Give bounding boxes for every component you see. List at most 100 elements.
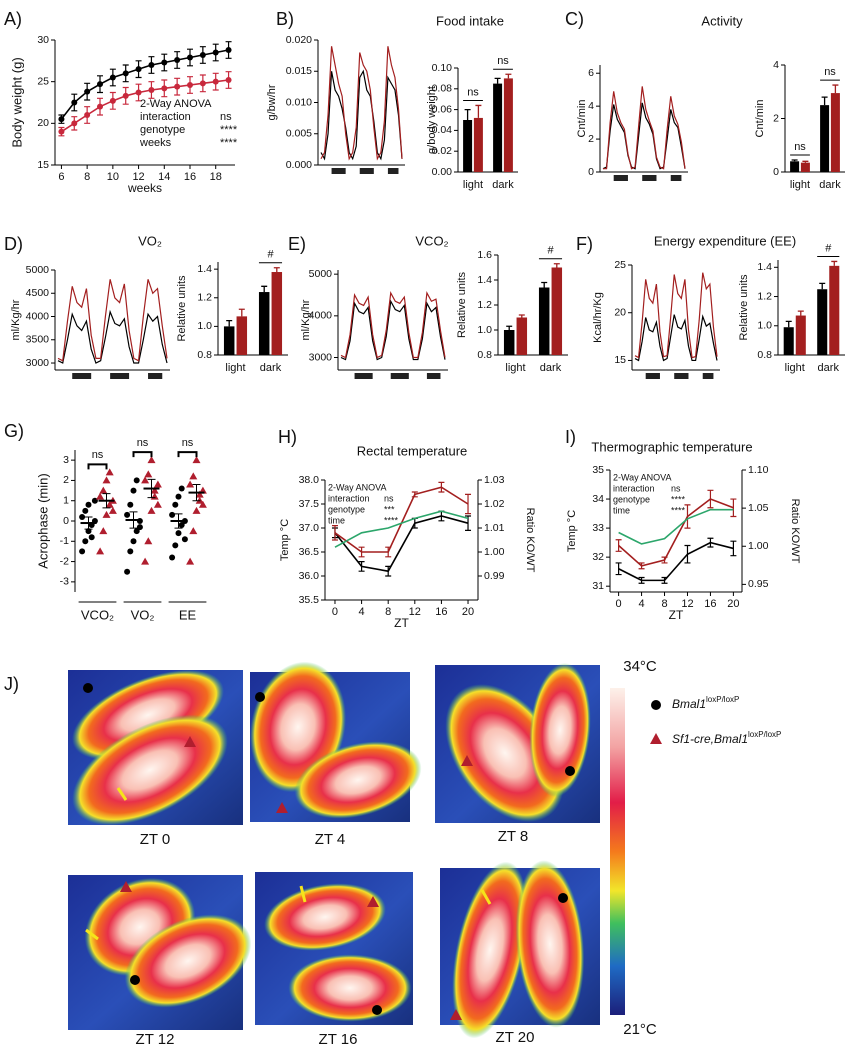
y-axis-label: Body weight (g) xyxy=(9,57,24,147)
marker xyxy=(135,66,142,73)
x-tick-label: light xyxy=(225,362,245,374)
marker xyxy=(105,500,114,508)
marker xyxy=(172,501,179,508)
thermal-image: ZT 4 xyxy=(249,661,422,848)
y-tick-label: 0.005 xyxy=(286,128,312,140)
wt-marker xyxy=(558,893,568,903)
dark-phase xyxy=(148,373,163,379)
y-tick-label: 1.0 xyxy=(477,324,492,336)
y-tick-label: -1 xyxy=(60,535,69,547)
stats-value: **** xyxy=(671,494,686,504)
bar xyxy=(236,316,248,355)
marker xyxy=(174,83,181,90)
significance-label: ns xyxy=(467,86,479,98)
y-tick-label: 1.2 xyxy=(477,299,492,311)
stats-term: weeks xyxy=(139,137,172,149)
error-bar xyxy=(147,478,156,499)
dark-phase xyxy=(670,175,682,181)
y-tick-label: 2 xyxy=(63,474,69,486)
mouse xyxy=(529,663,591,797)
marker xyxy=(174,57,181,63)
panel-label: J) xyxy=(4,674,19,694)
chart: G) -3 -2 -1 0 1 2 3 Acrophase (min) VCO₂ VO₂ EE ns ns… xyxy=(4,421,207,622)
chart-title: VCO₂ xyxy=(415,233,448,248)
y-tick-label: 1.0 xyxy=(197,320,212,332)
ko-marker xyxy=(120,881,132,892)
marker xyxy=(141,476,150,484)
image-label: ZT 0 xyxy=(140,831,171,848)
y-tick-label: 25 xyxy=(614,259,626,271)
series-line xyxy=(320,69,403,161)
y-tick-label: 0.020 xyxy=(286,34,312,46)
x-tick-label: 14 xyxy=(158,171,170,183)
wt-marker xyxy=(130,975,140,985)
error-bar xyxy=(730,540,737,557)
y-axis-label: Temp °C xyxy=(279,519,291,561)
error-bar xyxy=(615,539,622,552)
error-bar xyxy=(638,562,645,570)
error-bar xyxy=(707,537,714,548)
series-line xyxy=(57,279,168,362)
stats-title: 2-Way ANOVA xyxy=(613,472,672,482)
ko-marker xyxy=(450,1009,462,1020)
y-tick-label: 2 xyxy=(588,133,594,145)
marker xyxy=(198,500,207,508)
marker xyxy=(189,472,198,480)
bar xyxy=(830,93,840,172)
y-tick-label: 0.8 xyxy=(757,349,772,361)
chart: C) Activity 0 2 4 6 Cnt/min xyxy=(565,9,743,181)
x-tick-label: 18 xyxy=(210,171,222,183)
x-tick-label: 8 xyxy=(661,598,667,610)
series-line xyxy=(334,515,469,573)
y-axis-label: Cnt/min xyxy=(754,100,766,138)
error-bar xyxy=(84,516,93,530)
chart: F) Energy expenditure (EE) 15 20 25 Kcal/hr/K… xyxy=(576,233,796,379)
y2-tick-label: 1.00 xyxy=(748,540,769,552)
x-tick-label: light xyxy=(785,362,805,374)
marker xyxy=(161,59,168,66)
dark-phase xyxy=(642,175,657,181)
legend-name: Sf1-cre,Bmal1 xyxy=(672,732,748,746)
chart: A) 15 20 25 30 6 8 10 12 14 16 18 Body weight (g) wee… xyxy=(4,9,238,195)
series-line xyxy=(334,510,469,548)
chart: 0.8 1.0 1.2 1.4 Relative units light dark # xyxy=(176,249,288,374)
marker xyxy=(71,99,78,106)
mouse xyxy=(124,914,252,1008)
error-bar xyxy=(192,483,201,502)
marker xyxy=(99,486,108,494)
error-bar xyxy=(129,511,138,529)
marker xyxy=(79,548,86,555)
marker xyxy=(144,470,153,478)
error-bar xyxy=(518,314,525,318)
x-axis-label: weeks xyxy=(127,181,162,195)
error-bar xyxy=(261,285,268,293)
mouse xyxy=(72,669,224,761)
stats-value: **** xyxy=(671,505,686,515)
y-axis-label: ml/Kg/hr xyxy=(10,299,22,340)
wt-marker xyxy=(83,683,93,693)
bar xyxy=(503,330,515,355)
marker xyxy=(175,530,182,537)
x-axis-label: ZT xyxy=(669,608,684,622)
marker xyxy=(135,89,142,96)
x-tick-label: 8 xyxy=(385,606,391,618)
bar xyxy=(271,272,283,355)
y-tick-label: 5000 xyxy=(309,268,333,280)
bar xyxy=(493,83,503,172)
mouse xyxy=(288,954,412,1022)
y-tick-label: 6 xyxy=(588,67,594,79)
significance-label: ns xyxy=(137,437,149,449)
marker xyxy=(122,70,129,77)
y-tick-label: 25 xyxy=(37,75,49,87)
y-tick-label: -3 xyxy=(60,576,69,588)
y-tick-label: 0 xyxy=(773,166,779,178)
dark-phase xyxy=(613,175,628,181)
error-bar xyxy=(684,504,691,529)
series-line xyxy=(618,498,734,567)
y-axis-label: Acrophase (min) xyxy=(35,473,50,568)
marker xyxy=(212,49,219,56)
x-tick-label: EE xyxy=(179,607,197,622)
y-tick-label: 4 xyxy=(588,100,594,112)
marker xyxy=(150,486,159,494)
marker xyxy=(169,554,176,561)
